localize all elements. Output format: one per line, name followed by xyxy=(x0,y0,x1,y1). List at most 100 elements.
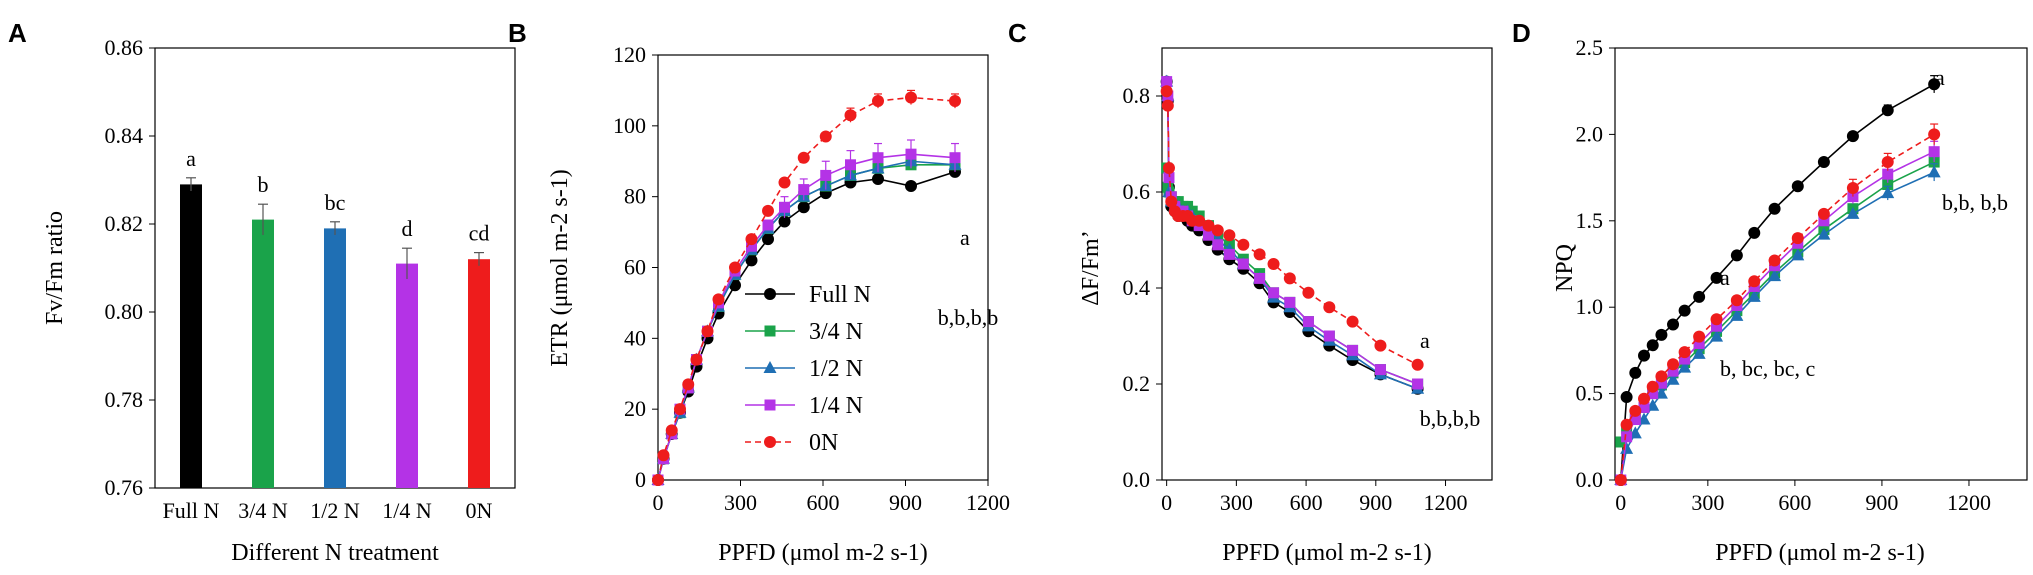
data-point xyxy=(1615,436,1627,448)
data-point xyxy=(1223,248,1235,260)
a-sig-letter: bc xyxy=(325,190,346,215)
data-point xyxy=(1882,179,1894,191)
panel-c-axis-ticks: 0.0 0.2 0.4 0.6 0.8 0 300 600 900 1200 xyxy=(1123,83,1468,515)
data-point xyxy=(1254,272,1266,284)
ytick-label: 0.4 xyxy=(1123,275,1151,300)
panel-b-x-axis-label: PPFD (μmol m-2 s-1) xyxy=(718,540,928,566)
data-point xyxy=(1212,239,1224,251)
a-sig-letter: d xyxy=(402,216,413,241)
data-point xyxy=(1237,258,1249,270)
data-point xyxy=(1621,431,1633,443)
data-point xyxy=(712,293,725,306)
ytick-label: 100 xyxy=(613,113,646,138)
data-point xyxy=(1667,318,1680,331)
data-point xyxy=(949,152,961,164)
data-point xyxy=(1647,388,1659,400)
panel-a-bars: a b bc d cd xyxy=(180,146,490,488)
panel-c-annotation-bottom: b,b,b,b xyxy=(1420,406,1481,431)
data-point xyxy=(1629,404,1642,417)
data-point xyxy=(1160,85,1173,98)
panel-c-x-axis-label: PPFD (μmol m-2 s-1) xyxy=(1222,540,1432,566)
data-point xyxy=(764,325,776,337)
data-point xyxy=(797,201,810,214)
panel-c-y-axis-label: ΔF/Fm’ xyxy=(1078,230,1104,305)
a-ytick-label: 0.84 xyxy=(105,123,144,148)
series-full-n xyxy=(652,165,961,486)
ytick-label: 2.0 xyxy=(1576,121,1604,146)
data-point xyxy=(1817,156,1830,169)
data-point xyxy=(1346,315,1359,328)
data-point xyxy=(729,279,741,292)
data-point xyxy=(1711,320,1723,332)
data-point xyxy=(1614,474,1627,486)
panel-b-annotation-bottom: b,b,b,b xyxy=(938,305,999,330)
data-point xyxy=(1791,180,1804,193)
data-point xyxy=(1666,372,1680,385)
a-xtick-label: 0N xyxy=(466,498,493,523)
data-point xyxy=(1748,226,1761,239)
panel-d-annotation-top: a xyxy=(1935,65,1945,90)
data-point xyxy=(1710,329,1724,342)
xtick-label: 1200 xyxy=(1424,490,1468,515)
ytick-label: 0.0 xyxy=(1123,467,1151,492)
data-point xyxy=(1693,330,1706,343)
data-point xyxy=(1678,346,1691,359)
data-point xyxy=(674,403,686,416)
panel-b-series xyxy=(651,89,962,486)
a-ytick-label: 0.86 xyxy=(105,35,144,60)
data-point xyxy=(1211,224,1224,237)
data-point xyxy=(1374,339,1387,352)
legend-label: 0N xyxy=(809,430,838,456)
panel-a-x-axis-label: Different N treatment xyxy=(231,540,439,566)
data-point xyxy=(1323,330,1335,342)
data-point xyxy=(778,176,791,189)
data-point xyxy=(1768,202,1781,215)
panel-a-y-axis-label: Fv/Fm ratio xyxy=(42,211,68,325)
ytick-label: 60 xyxy=(624,255,646,280)
a-sig-letter: a xyxy=(186,146,196,171)
data-point xyxy=(797,151,810,164)
data-point xyxy=(701,325,714,338)
data-point xyxy=(1817,227,1831,240)
panel-d-annotation-low: b, bc, bc, c xyxy=(1720,356,1816,381)
data-point xyxy=(1748,275,1761,288)
data-point xyxy=(1927,165,1941,178)
data-point xyxy=(1730,294,1743,307)
data-point xyxy=(798,184,810,196)
a-xtick-label: Full N xyxy=(163,498,220,523)
data-point xyxy=(905,148,917,160)
data-point xyxy=(844,109,857,122)
data-point xyxy=(1161,99,1174,112)
panel-d-frame xyxy=(1614,47,2028,481)
xtick-label: 0 xyxy=(1615,490,1626,515)
panel-label-d: D xyxy=(1512,18,1531,48)
data-point xyxy=(872,172,884,185)
data-point xyxy=(779,201,790,213)
a-sig-letter: b xyxy=(258,172,269,197)
data-point xyxy=(1791,248,1805,261)
panel-c-series xyxy=(1160,74,1425,395)
a-bar xyxy=(324,228,346,488)
series-full-n xyxy=(1614,75,1941,486)
data-point xyxy=(729,261,741,274)
data-point xyxy=(1881,186,1895,199)
data-point xyxy=(746,240,757,252)
data-point xyxy=(1710,313,1723,326)
ytick-label: 0.2 xyxy=(1123,371,1151,396)
data-point xyxy=(762,204,774,217)
ytick-label: 1.5 xyxy=(1576,208,1604,233)
data-point xyxy=(1267,258,1280,270)
series-line xyxy=(1620,150,1935,481)
data-point xyxy=(1655,370,1668,383)
data-point xyxy=(745,233,758,246)
legend-label: 1/4 N xyxy=(809,393,863,419)
data-point xyxy=(1202,219,1215,232)
xtick-label: 300 xyxy=(1220,490,1253,515)
a-xtick-label: 1/4 N xyxy=(382,498,432,523)
xtick-label: 900 xyxy=(1359,490,1392,515)
data-point xyxy=(1791,232,1804,245)
series-0n xyxy=(1614,123,1941,486)
series-line xyxy=(1620,83,1935,481)
ytick-label: 0.6 xyxy=(1123,179,1151,204)
